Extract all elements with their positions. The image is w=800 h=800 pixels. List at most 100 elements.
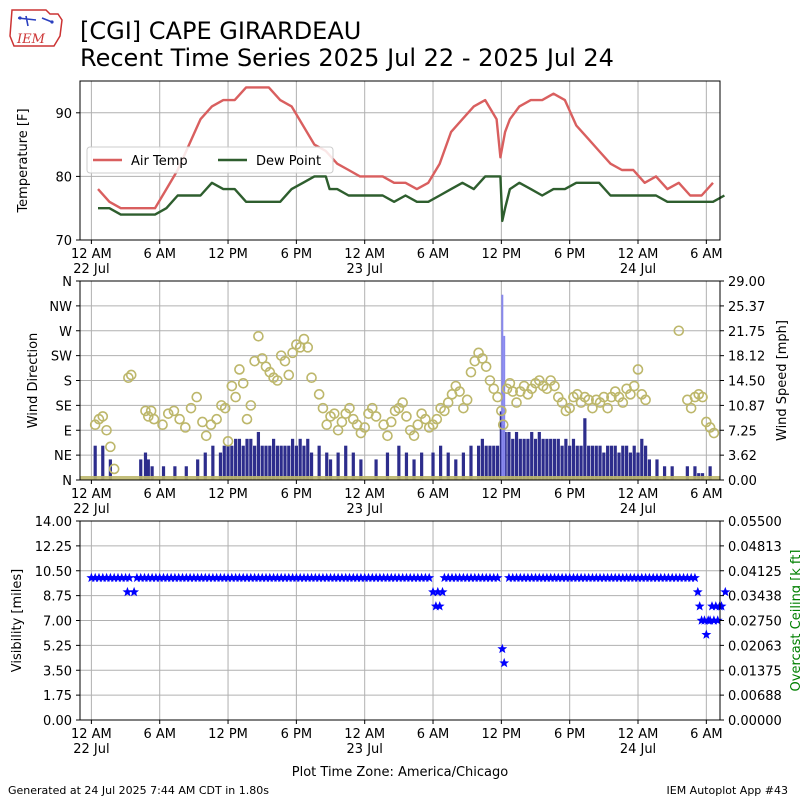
wind-direction-marker [632,364,644,375]
wind-direction-marker [205,419,217,431]
visibility-marker [409,572,419,583]
wind-direction-marker [465,366,477,378]
wind-speed-bar [530,431,534,480]
wind-speed-bar [571,438,576,480]
wind-direction-marker [105,441,116,453]
chart-subtitle: Recent Time Series 2025 Jul 22 - 2025 Ju… [80,44,614,72]
wind-speed-bar [249,438,253,480]
visibility-marker [109,572,120,583]
legend-box [86,146,334,174]
visibility-marker [242,572,252,583]
wind-speed-bar [522,438,526,480]
visibility-marker [466,572,476,583]
visibility-marker [356,572,366,583]
wind-direction-marker [219,402,231,414]
wind-speed-bar [325,452,329,480]
visibility-marker [348,572,359,583]
visibility-marker [374,572,385,583]
visibility-marker [139,572,150,583]
visibility-marker [249,572,260,583]
x-tick-label: 6 PM [554,727,585,742]
visibility-marker [329,572,340,583]
visibility-marker [545,572,556,583]
x-tick-label: 6 AM [143,487,176,502]
wind-speed-bar [397,445,401,480]
wind-speed-bar [552,438,557,480]
visibility-marker [716,601,727,611]
visibility-marker [158,572,169,583]
y-tick-label: 1.75 [43,689,72,704]
wind-speed-bar [640,438,644,480]
wind-direction-marker [317,402,329,414]
wind-direction-marker [222,436,234,447]
y-tick-label: 0.00 [43,714,72,729]
y2-tick-label: 0.00688 [728,689,782,704]
visibility-marker [629,572,640,583]
wind-speed-bar [454,459,458,480]
visibility-marker [707,601,717,611]
visibility-marker [682,572,693,583]
wind-speed-bar [290,438,295,480]
wind-direction-marker [125,369,137,381]
wind-direction-marker [143,411,154,422]
logo-text: IEM [16,32,46,47]
visibility-marker [504,572,514,583]
wind-speed-bar [549,438,553,480]
wind-direction-marker [108,463,120,475]
y2-tick-label: 25.37 [728,300,765,315]
x-tick-label: 12 PM [208,727,248,742]
wind-direction-marker [484,375,496,386]
visibility-marker [572,572,583,583]
visibility-marker [234,572,245,583]
visibility-marker [412,572,423,583]
x-tick-date-label: 23 Jul [347,262,383,277]
wind-direction-marker [564,402,575,414]
wind-direction-marker [306,372,317,384]
wind-speed-bar [431,452,435,480]
wind-speed-bar [647,459,651,480]
wind-direction-marker [279,355,291,367]
visibility-marker [652,572,662,583]
panel-frame [79,80,721,241]
visibility-marker [207,572,218,583]
y2-tick-label: 18.12 [728,350,765,365]
wind-speed-bar [420,452,424,480]
visibility-marker [188,572,199,583]
visibility-marker [678,572,689,583]
visibility-marker [640,572,651,583]
visibility-marker [694,601,705,611]
dew-point-line [98,175,725,223]
visibility-marker [648,572,659,583]
visibility-marker [617,572,628,583]
x-tick-label: 12 AM [71,247,112,262]
wind-speed-bar [226,445,230,480]
y-tick-label: 90 [55,107,72,122]
wind-speed-bar [328,459,333,480]
wind-speed-bar [575,445,579,480]
x-tick-label: 12 AM [618,247,659,262]
wind-direction-marker [148,413,160,425]
visibility-marker [261,572,271,583]
y-tick-label: 70 [55,234,72,249]
visibility-marker [122,586,133,597]
wind-speed-bar [556,438,560,480]
wind-direction-marker [461,394,473,406]
wind-direction-marker [168,405,180,417]
wind-speed-bar [143,452,148,480]
visibility-marker [447,572,457,583]
y-tick-label: N [62,275,72,290]
x-tick-label: 12 AM [344,727,385,742]
visibility-marker [166,572,176,583]
visibility-marker [226,572,237,583]
x-tick-date-label: 24 Jul [620,502,656,517]
wind-speed-bar [583,418,587,480]
visibility-marker [302,572,313,583]
wind-direction-marker [511,397,522,408]
y2-tick-label: 0.02063 [728,639,782,654]
visibility-marker [497,643,508,654]
wind-speed-bar [568,445,572,480]
generated-note: Generated at 24 Jul 2025 7:44 AM CDT in … [8,784,269,797]
wind-speed-bar [628,452,633,480]
visibility-marker [424,572,435,583]
